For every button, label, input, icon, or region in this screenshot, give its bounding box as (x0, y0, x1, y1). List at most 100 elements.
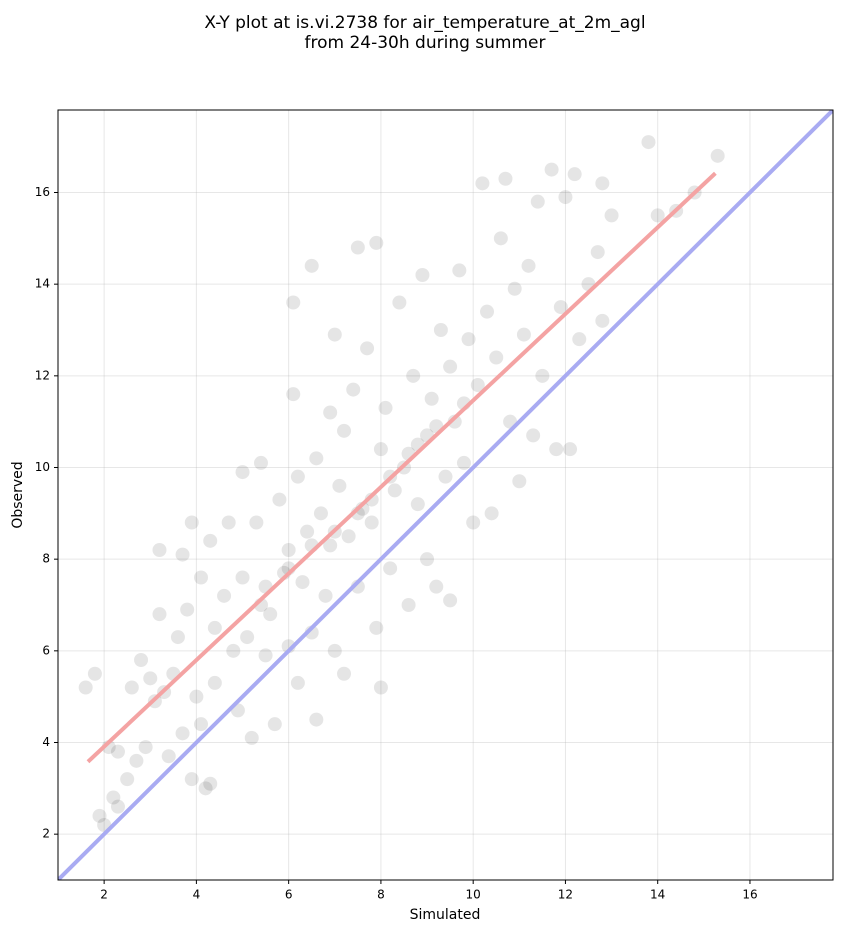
x-tick-label: 14 (650, 888, 665, 902)
plot-frame (57, 109, 834, 881)
point (286, 387, 301, 402)
point (309, 451, 324, 466)
point (175, 726, 190, 741)
y-tick-label: 8 (42, 552, 50, 566)
point (152, 607, 167, 622)
point (120, 772, 135, 787)
point (221, 515, 236, 530)
point (498, 171, 513, 186)
point (456, 455, 471, 470)
point (258, 648, 273, 663)
line (86, 171, 717, 764)
x-tick-label: 8 (377, 888, 385, 902)
point (433, 323, 448, 337)
x-tick-label: 10 (466, 888, 481, 902)
point (249, 515, 264, 530)
point (516, 327, 531, 342)
point (429, 579, 444, 594)
y-axis-label: Observed (10, 461, 26, 528)
point (327, 643, 342, 658)
point (194, 570, 209, 585)
point (235, 465, 250, 480)
point (134, 653, 149, 667)
point (493, 231, 508, 246)
point (194, 717, 209, 732)
point (387, 483, 402, 498)
point (350, 240, 365, 255)
point (323, 405, 338, 420)
point (364, 492, 379, 507)
point (78, 680, 93, 695)
point (337, 666, 352, 681)
x-tick-label: 12 (558, 888, 573, 902)
point (558, 190, 573, 205)
point (364, 515, 379, 530)
point (281, 543, 296, 557)
line (58, 110, 833, 880)
point (189, 689, 204, 704)
point (452, 263, 467, 278)
point (138, 740, 153, 755)
point (87, 666, 102, 681)
point (263, 607, 278, 622)
point (170, 630, 185, 645)
point (184, 515, 199, 530)
x-tick-label: 6 (285, 888, 293, 902)
point (161, 749, 176, 764)
point (447, 414, 462, 429)
point (595, 176, 610, 191)
point (272, 492, 287, 507)
point (604, 208, 619, 223)
y-tick-label: 6 (42, 643, 50, 657)
point (184, 772, 199, 787)
point (110, 799, 125, 814)
x-tick-label: 4 (193, 888, 201, 902)
point (595, 313, 610, 328)
point (415, 268, 430, 282)
point (507, 281, 522, 296)
point (346, 382, 361, 397)
point (443, 593, 458, 608)
point (92, 808, 107, 823)
point (544, 162, 559, 177)
x-tick-label: 2 (100, 888, 108, 902)
point (152, 543, 167, 557)
point (373, 442, 388, 457)
point (253, 455, 268, 470)
point (420, 552, 435, 567)
point (323, 538, 338, 553)
point (337, 423, 352, 438)
point (710, 148, 725, 163)
point (549, 442, 564, 457)
point (143, 671, 158, 686)
point (563, 442, 578, 457)
point (461, 332, 476, 347)
point (360, 341, 375, 356)
point (198, 781, 213, 796)
point (110, 744, 125, 759)
point (567, 167, 582, 182)
point (217, 588, 232, 603)
y-tick-label: 14 (35, 277, 50, 291)
point (244, 730, 259, 745)
chart-title: X-Y plot at is.vi.2738 for air_temperatu… (204, 13, 645, 33)
point (466, 515, 481, 530)
point (650, 208, 665, 223)
y-tick-label: 10 (35, 460, 50, 474)
point (489, 350, 504, 365)
point (590, 245, 605, 260)
point (369, 235, 384, 250)
point (521, 258, 536, 273)
point (124, 680, 139, 695)
point (235, 570, 250, 585)
point (406, 368, 421, 383)
point (290, 675, 305, 690)
point (332, 478, 347, 493)
point (641, 135, 656, 150)
point (383, 561, 398, 576)
point (470, 378, 485, 392)
point (304, 258, 319, 273)
point (290, 469, 305, 484)
point (226, 643, 241, 658)
